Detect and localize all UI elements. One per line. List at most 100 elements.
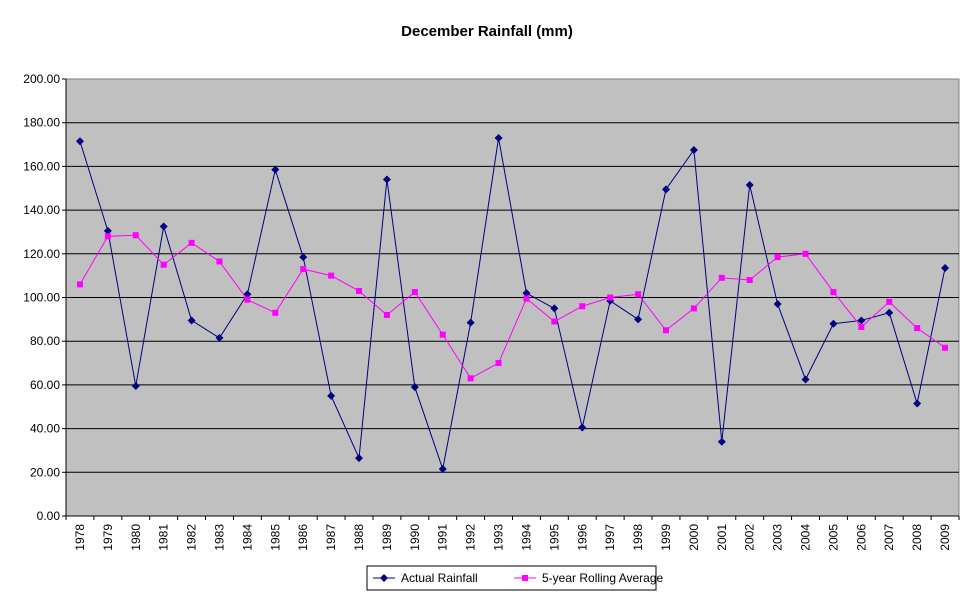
- actual-rainfall-point: [857, 316, 866, 325]
- actual-rainfall-point: [745, 180, 754, 189]
- actual-rainfall-point: [131, 381, 140, 390]
- 5-year-rolling-average-point: [942, 344, 949, 351]
- actual-rainfall-point: [187, 316, 196, 325]
- actual-rainfall-point: [550, 304, 559, 313]
- 5-year-rolling-average-point: [886, 298, 893, 305]
- actual-rainfall-point: [466, 318, 475, 327]
- legend-box: [366, 565, 657, 591]
- y-tick-label: 100.00: [23, 291, 60, 305]
- x-tick-label: 1998: [631, 524, 645, 551]
- 5-year-rolling-average-point: [774, 254, 781, 261]
- y-tick-label: 120.00: [23, 247, 60, 261]
- 5-year-rolling-average-point: [914, 325, 921, 332]
- 5-year-rolling-average-point: [551, 318, 558, 325]
- actual-rainfall-point: [661, 185, 670, 194]
- 5-year-rolling-average-point: [662, 327, 669, 334]
- x-tick-label: 1999: [659, 524, 673, 551]
- actual-rainfall-point: [689, 146, 698, 155]
- x-tick-label: 1993: [492, 524, 506, 551]
- x-tick-label: 2008: [910, 524, 924, 551]
- 5-year-rolling-average-point: [495, 360, 502, 367]
- 5-year-rolling-average-point: [746, 277, 753, 284]
- x-tick-label: 1986: [296, 524, 310, 551]
- 5-year-rolling-average-point: [272, 309, 279, 316]
- x-tick-label: 1978: [73, 524, 87, 551]
- x-tick-label: 1985: [268, 524, 282, 551]
- 5-year-rolling-average-point: [579, 303, 586, 310]
- y-tick-label: 0.00: [37, 509, 61, 523]
- 5-year-rolling-average-point: [104, 233, 111, 240]
- x-tick-label: 1997: [603, 524, 617, 551]
- x-tick-label: 1987: [324, 524, 338, 551]
- actual-rainfall-point: [494, 133, 503, 142]
- 5-year-rolling-average-line: [79, 234, 946, 380]
- 5-year-rolling-average-point: [635, 291, 642, 298]
- actual-rainfall-point: [410, 383, 419, 392]
- 5-year-rolling-average-point: [132, 232, 139, 239]
- x-tick-label: 1980: [129, 524, 143, 551]
- x-tick-label: 1994: [519, 524, 533, 551]
- actual-rainfall-point: [355, 454, 364, 463]
- 5-year-rolling-average-point: [718, 274, 725, 281]
- x-tick-label: 1990: [408, 524, 422, 551]
- 5-year-rolling-average-point: [160, 261, 167, 268]
- y-tick-label: 40.00: [30, 422, 60, 436]
- x-tick-label: 1979: [101, 524, 115, 551]
- legend-marker-5-year-rolling-average: [522, 575, 528, 581]
- legend-label-5-year-rolling-average: 5-year Rolling Average: [542, 571, 664, 585]
- chart-title: December Rainfall (mm): [401, 23, 573, 40]
- 5-year-rolling-average-point: [858, 323, 865, 330]
- x-tick-label: 1995: [547, 524, 561, 551]
- actual-rainfall-point: [103, 226, 112, 235]
- 5-year-rolling-average-point: [328, 272, 335, 279]
- 5-year-rolling-average-point: [244, 296, 251, 303]
- 5-year-rolling-average-point: [467, 375, 474, 382]
- 5-year-rolling-average-point: [802, 250, 809, 257]
- x-tick-label: 1992: [464, 524, 478, 551]
- 5-year-rolling-average-point: [383, 311, 390, 318]
- y-tick-label: 180.00: [23, 116, 60, 130]
- actual-rainfall-point: [717, 437, 726, 446]
- x-tick-label: 1988: [352, 524, 366, 551]
- y-tick-label: 60.00: [30, 378, 60, 392]
- x-tick-label: 2004: [799, 524, 813, 551]
- 5-year-rolling-average-point: [76, 281, 83, 288]
- legend-marker-actual-rainfall: [380, 574, 388, 582]
- x-tick-label: 2002: [743, 524, 757, 551]
- 5-year-rolling-average-point: [830, 289, 837, 296]
- x-tick-label: 2003: [771, 524, 785, 551]
- x-tick-label: 1996: [575, 524, 589, 551]
- x-tick-label: 1981: [157, 524, 171, 551]
- actual-rainfall-point: [913, 399, 922, 408]
- x-tick-label: 2005: [826, 524, 840, 551]
- 5-year-rolling-average-point: [439, 331, 446, 338]
- y-tick-label: 80.00: [30, 334, 60, 348]
- 5-year-rolling-average-point: [523, 295, 530, 302]
- actual-rainfall-point: [634, 315, 643, 324]
- actual-rainfall-point: [773, 300, 782, 309]
- x-tick-label: 1982: [185, 524, 199, 551]
- actual-rainfall-point: [829, 319, 838, 328]
- legend-label-actual-rainfall: Actual Rainfall: [401, 571, 478, 585]
- 5-year-rolling-average-point: [300, 266, 307, 273]
- 5-year-rolling-average-point: [411, 289, 418, 296]
- x-tick-label: 2000: [687, 524, 701, 551]
- y-tick-label: 140.00: [23, 203, 60, 217]
- x-tick-label: 1991: [436, 524, 450, 551]
- 5-year-rolling-average-point: [607, 294, 614, 301]
- x-tick-label: 1989: [380, 524, 394, 551]
- actual-rainfall-line: [79, 137, 946, 471]
- actual-rainfall-point: [327, 391, 336, 400]
- 5-year-rolling-average-point: [356, 287, 363, 294]
- actual-rainfall-point: [299, 253, 308, 262]
- 5-year-rolling-average-point: [188, 239, 195, 246]
- 5-year-rolling-average-point: [690, 305, 697, 312]
- actual-rainfall-point: [801, 375, 810, 384]
- x-tick-label: 2006: [854, 524, 868, 551]
- actual-rainfall-point: [75, 137, 84, 146]
- actual-rainfall-point: [522, 289, 531, 298]
- y-tick-label: 20.00: [30, 465, 60, 479]
- actual-rainfall-point: [885, 308, 894, 317]
